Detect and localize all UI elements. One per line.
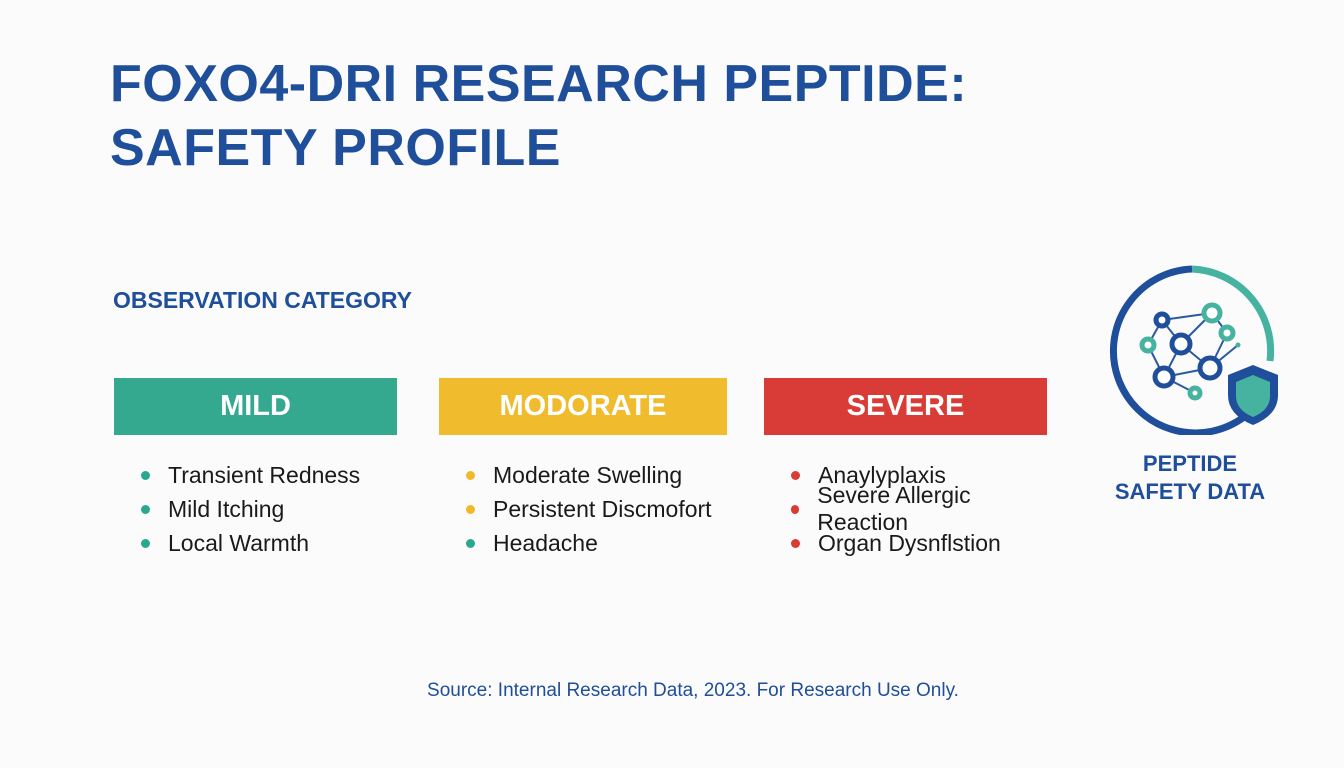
item-text: Anaylyplaxis: [818, 461, 946, 488]
bullet-icon: [791, 538, 800, 548]
category-mild: MILD Transient Redness Mild Itching Loca…: [114, 378, 397, 560]
logo-label-line-2: SAFETY DATA: [1114, 479, 1266, 504]
bullet-icon: [466, 538, 475, 548]
list-item: Local Warmth: [114, 526, 397, 560]
list-item: Moderate Swelling: [439, 458, 727, 492]
list-item: Mild Itching: [114, 492, 397, 526]
category-severe: SEVERE Anaylyplaxis Severe Allergic Reac…: [764, 378, 1047, 560]
bullet-icon: [141, 470, 150, 480]
source-note: Source: Internal Research Data, 2023. Fo…: [427, 680, 959, 701]
list-item: Anaylyplaxis: [764, 458, 1047, 492]
bullet-icon: [466, 470, 475, 480]
item-text: Organ Dysnflstion: [818, 529, 1001, 556]
item-text: Persistent Discmofort: [493, 495, 712, 522]
list-item: Transient Redness: [114, 458, 397, 492]
logo-label: PEPTIDE SAFETY DATA: [1100, 450, 1280, 506]
bullet-icon: [141, 504, 150, 514]
list-item: Severe Allergic Reaction: [764, 482, 1047, 535]
page-title: FOXO4-DRI RESEARCH PEPTIDE: SAFETY PROFI…: [110, 52, 967, 180]
title-line-2: SAFETY PROFILE: [110, 119, 561, 177]
category-header: SEVERE: [764, 378, 1047, 435]
item-text: Severe Allergic Reaction: [817, 482, 971, 535]
item-text: Headache: [493, 529, 598, 556]
logo-label-line-1: PEPTIDE: [1142, 451, 1238, 476]
item-text: Moderate Swelling: [493, 461, 683, 488]
item-text: Mild Itching: [168, 495, 285, 522]
item-text: Local Warmth: [168, 529, 310, 556]
list-item: Organ Dysnflstion: [764, 526, 1047, 560]
title-line-1: FOXO4-DRI RESEARCH PEPTIDE:: [110, 55, 968, 113]
section-heading: OBSERVATION CATEGORY: [113, 287, 413, 313]
peptide-network-shield-icon: [1109, 265, 1278, 435]
bullet-icon: [791, 504, 800, 514]
bullet-icon: [141, 538, 150, 548]
list-item: Persistent Discmofort: [439, 492, 727, 526]
category-moderate: MODORATE Moderate Swelling Persistent Di…: [439, 378, 727, 560]
category-header: MILD: [114, 378, 397, 435]
list-item: Headache: [439, 526, 727, 560]
bullet-icon: [466, 504, 475, 514]
category-header: MODORATE: [439, 378, 727, 435]
item-text: Transient Redness: [168, 461, 361, 488]
bullet-icon: [791, 470, 800, 480]
